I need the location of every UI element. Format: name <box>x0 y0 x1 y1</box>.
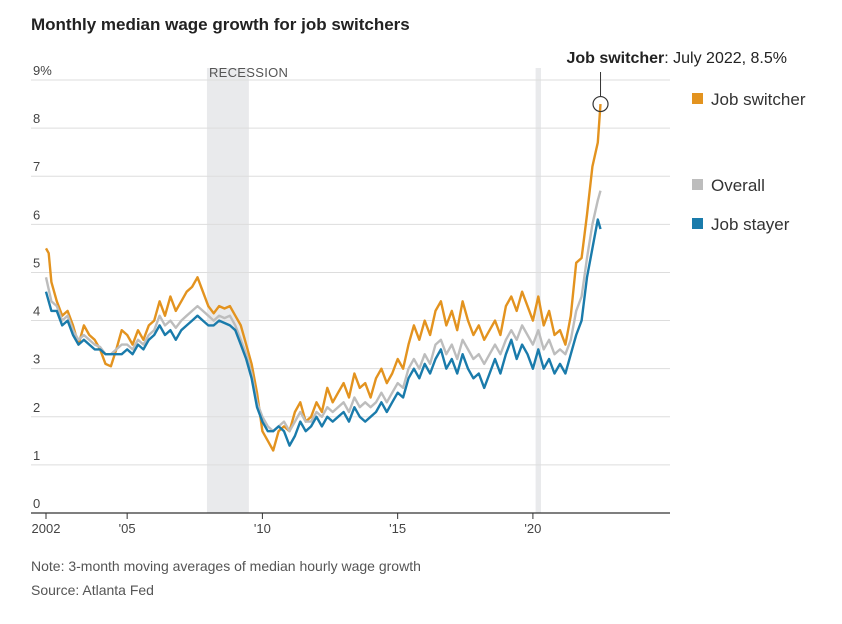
legend-swatch-overall <box>692 179 703 190</box>
x-tick-label: '15 <box>389 521 406 536</box>
y-tick-label: 5 <box>33 255 40 270</box>
recession-label: RECESSION <box>209 65 288 80</box>
chart-note: Note: 3-month moving averages of median … <box>31 558 421 574</box>
y-tick-label: 2 <box>33 400 40 415</box>
legend-swatch-switcher <box>692 93 703 104</box>
shaded-band-1 <box>535 68 542 513</box>
legend-item-stayer: Job stayer <box>692 215 789 235</box>
legend-item-overall: Overall <box>692 176 765 196</box>
recession-band <box>206 68 249 513</box>
chart-source: Source: Atlanta Fed <box>31 582 154 598</box>
y-tick-label: 6 <box>33 207 40 222</box>
highlight-marker <box>592 95 609 113</box>
y-tick-label: 0 <box>33 496 40 511</box>
x-tick-label: '10 <box>254 521 271 536</box>
x-tick-label: 2002 <box>32 521 61 536</box>
y-tick-label: 9% <box>33 63 52 78</box>
y-tick-label: 1 <box>33 448 40 463</box>
legend-label-switcher: Job switcher <box>711 90 806 109</box>
legend-swatch-stayer <box>692 218 703 229</box>
y-tick-label: 8 <box>33 111 40 126</box>
y-tick-label: 3 <box>33 352 40 367</box>
annotation-series-name: Job switcher <box>566 50 665 67</box>
x-tick-label: '05 <box>119 521 136 536</box>
y-tick-label: 7 <box>33 159 40 174</box>
series-line-stayer <box>44 218 602 447</box>
legend-label-stayer: Job stayer <box>711 215 790 234</box>
series-line-overall <box>44 190 602 433</box>
annotation-value: : July 2022, 8.5% <box>664 50 787 67</box>
y-tick-label: 4 <box>33 304 40 319</box>
chart-title: Monthly median wage growth for job switc… <box>31 15 410 34</box>
x-tick-label: '20 <box>524 521 541 536</box>
legend-item-switcher: Job switcher <box>692 90 805 110</box>
highlight-annotation: Job switcher: July 2022, 8.5% <box>566 50 787 68</box>
series-line-switcher <box>44 104 602 452</box>
legend-label-overall: Overall <box>711 176 765 195</box>
